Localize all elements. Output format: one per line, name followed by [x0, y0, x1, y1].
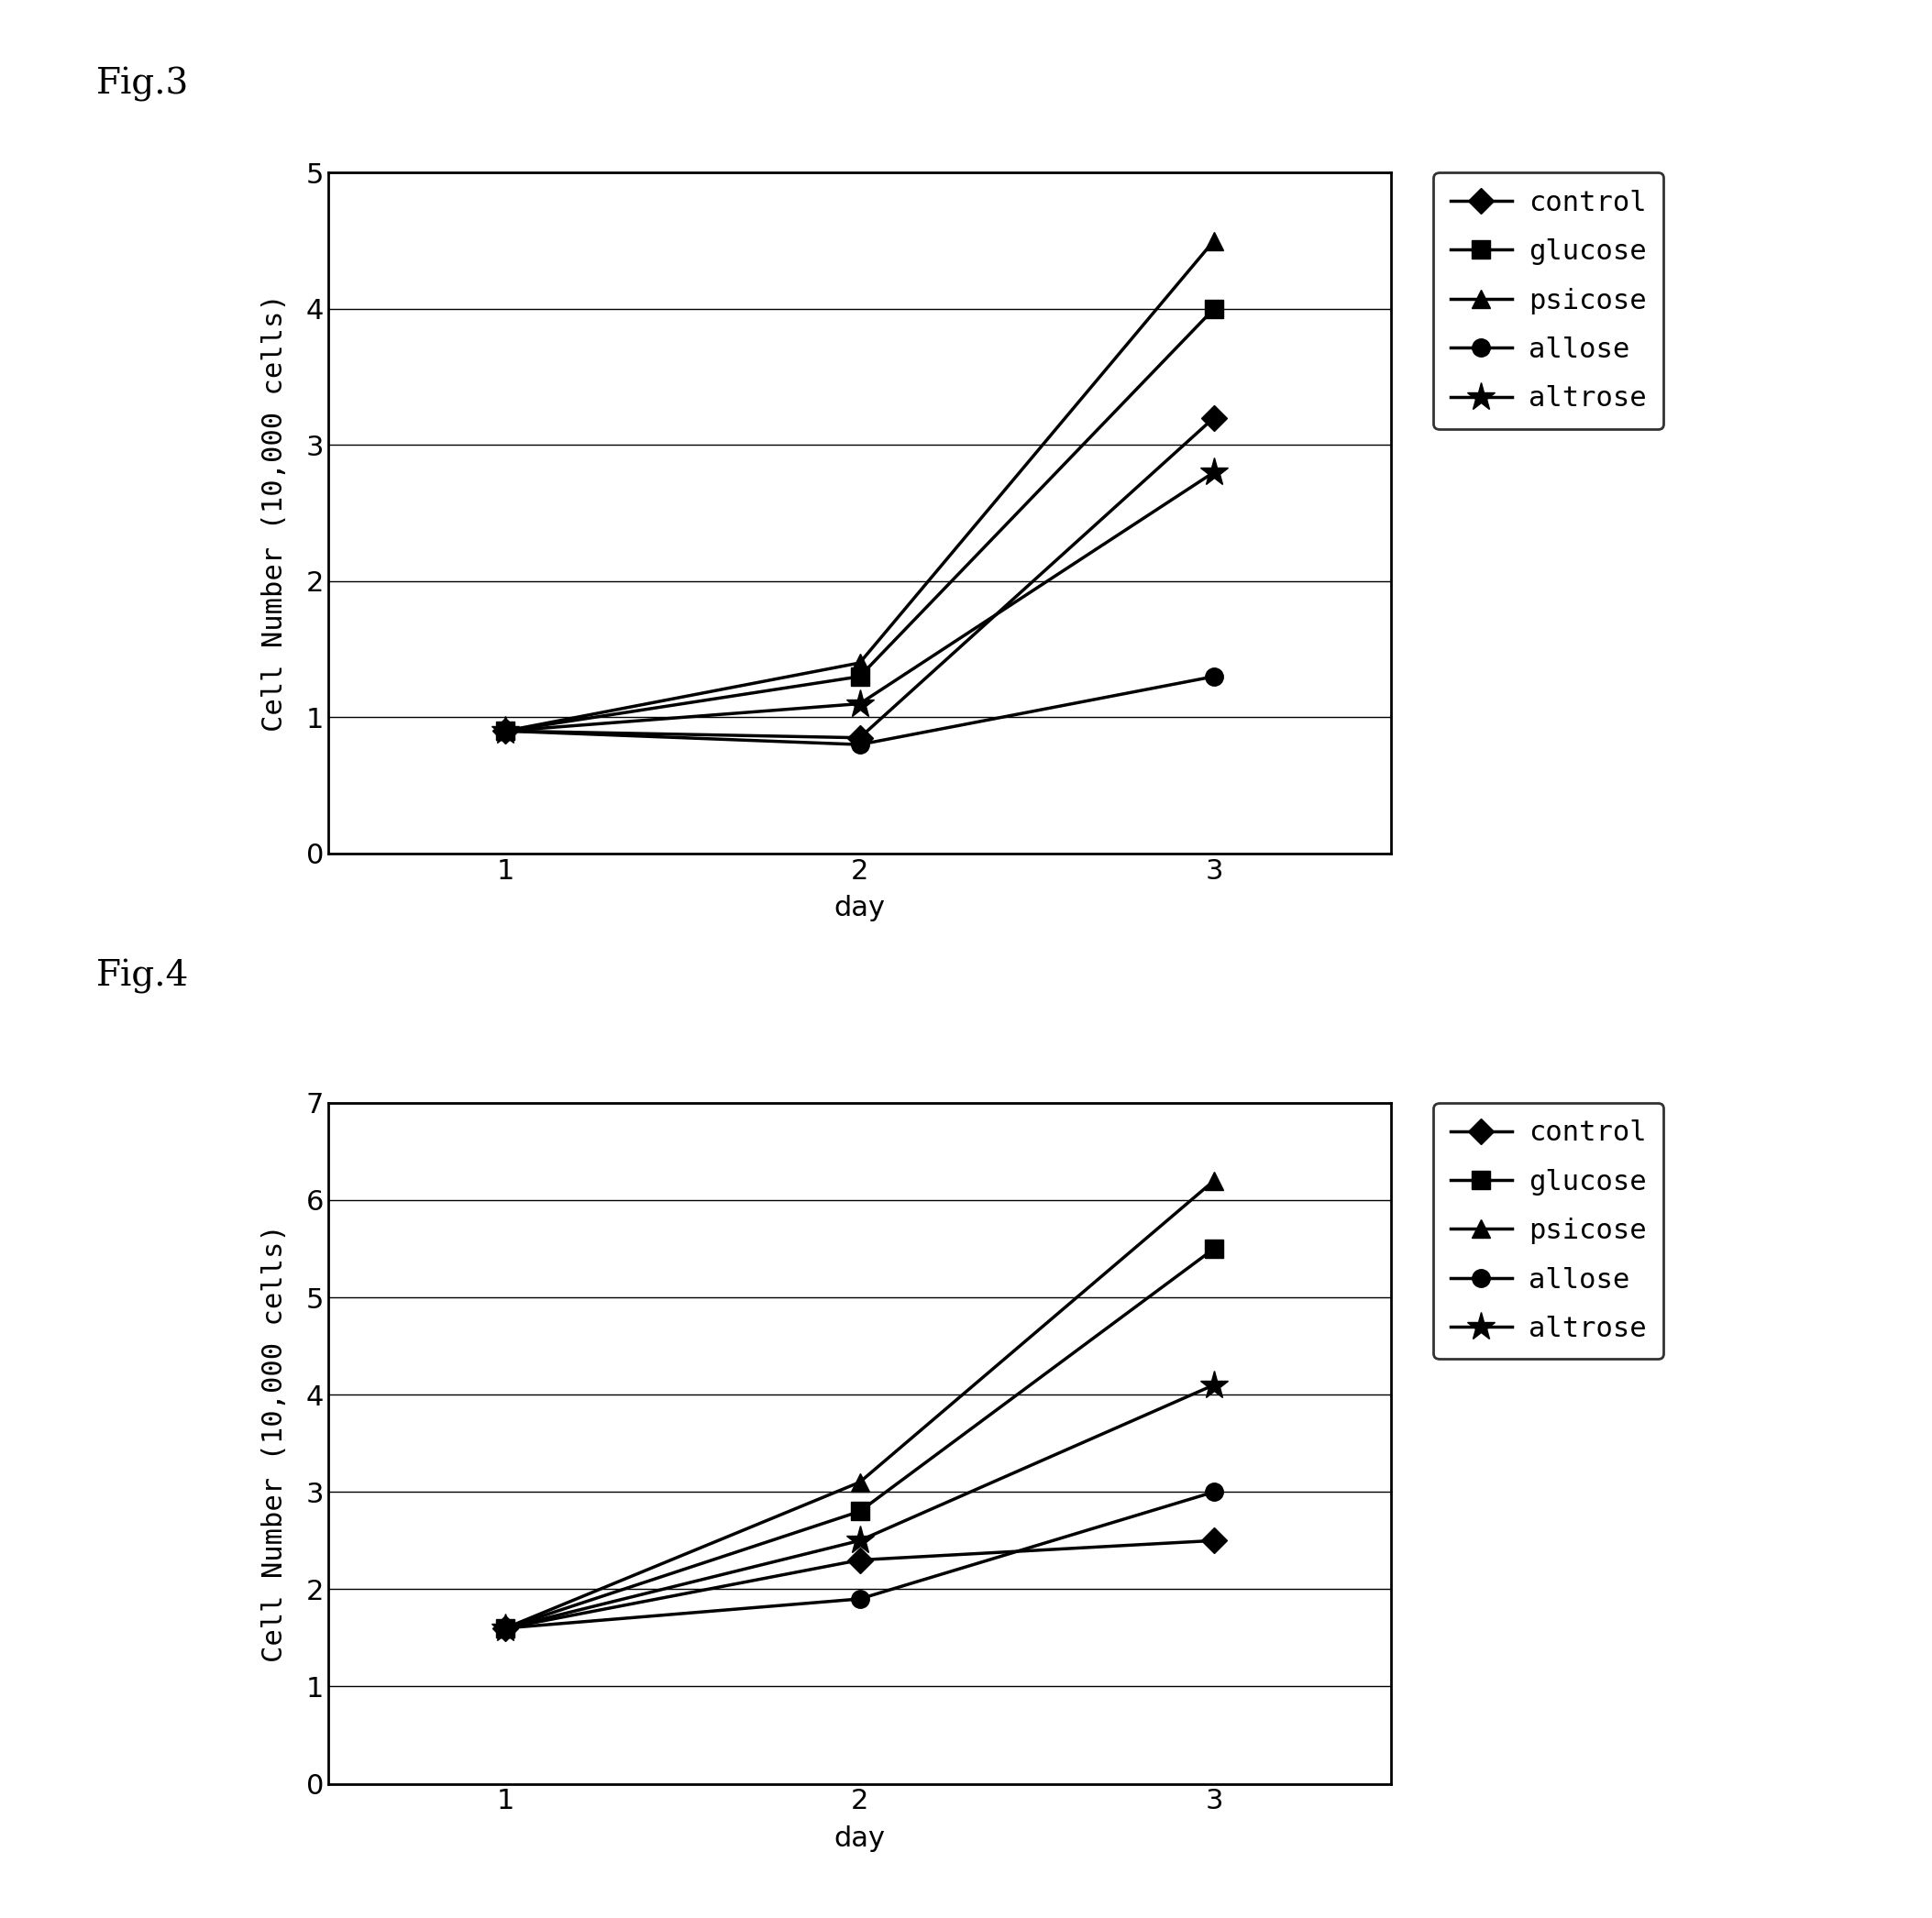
Line: control: control	[497, 409, 1223, 746]
glucose	[1202, 297, 1225, 320]
control	[495, 1617, 518, 1640]
altrose	[1202, 460, 1225, 483]
allose	[1202, 666, 1225, 689]
psicose	[1202, 1170, 1225, 1193]
psicose	[495, 719, 518, 742]
glucose	[1202, 1237, 1225, 1260]
allose	[848, 733, 871, 756]
Line: altrose: altrose	[491, 1371, 1229, 1642]
glucose	[495, 719, 518, 742]
Y-axis label: Cell Number (10,000 cells): Cell Number (10,000 cells)	[261, 293, 288, 733]
Legend: control, glucose, psicose, allose, altrose: control, glucose, psicose, allose, altro…	[1434, 173, 1663, 430]
psicose	[1202, 228, 1225, 251]
glucose	[495, 1617, 518, 1640]
X-axis label: day: day	[835, 1824, 885, 1851]
glucose	[848, 666, 871, 689]
Line: allose: allose	[497, 1483, 1223, 1638]
allose	[495, 1617, 518, 1640]
allose	[495, 719, 518, 742]
Line: glucose: glucose	[497, 1239, 1223, 1638]
Line: altrose: altrose	[491, 458, 1229, 746]
X-axis label: day: day	[835, 894, 885, 921]
Line: psicose: psicose	[497, 1172, 1223, 1638]
control	[1202, 407, 1225, 430]
Text: Fig.4: Fig.4	[97, 959, 189, 994]
allose	[1202, 1481, 1225, 1504]
Text: Fig.3: Fig.3	[97, 67, 189, 102]
altrose	[1202, 1373, 1225, 1396]
psicose	[848, 652, 871, 675]
control	[495, 719, 518, 742]
control	[848, 727, 871, 750]
Y-axis label: Cell Number (10,000 cells): Cell Number (10,000 cells)	[261, 1224, 288, 1663]
altrose	[848, 1529, 871, 1552]
Legend: control, glucose, psicose, allose, altrose: control, glucose, psicose, allose, altro…	[1434, 1103, 1663, 1360]
psicose	[495, 1617, 518, 1640]
Line: psicose: psicose	[497, 232, 1223, 740]
altrose	[848, 692, 871, 715]
control	[1202, 1529, 1225, 1552]
control	[848, 1548, 871, 1571]
psicose	[848, 1471, 871, 1494]
altrose	[495, 1617, 518, 1640]
Line: control: control	[497, 1532, 1223, 1638]
Line: glucose: glucose	[497, 299, 1223, 740]
glucose	[848, 1500, 871, 1523]
Line: allose: allose	[497, 667, 1223, 754]
altrose	[495, 719, 518, 742]
allose	[848, 1588, 871, 1611]
